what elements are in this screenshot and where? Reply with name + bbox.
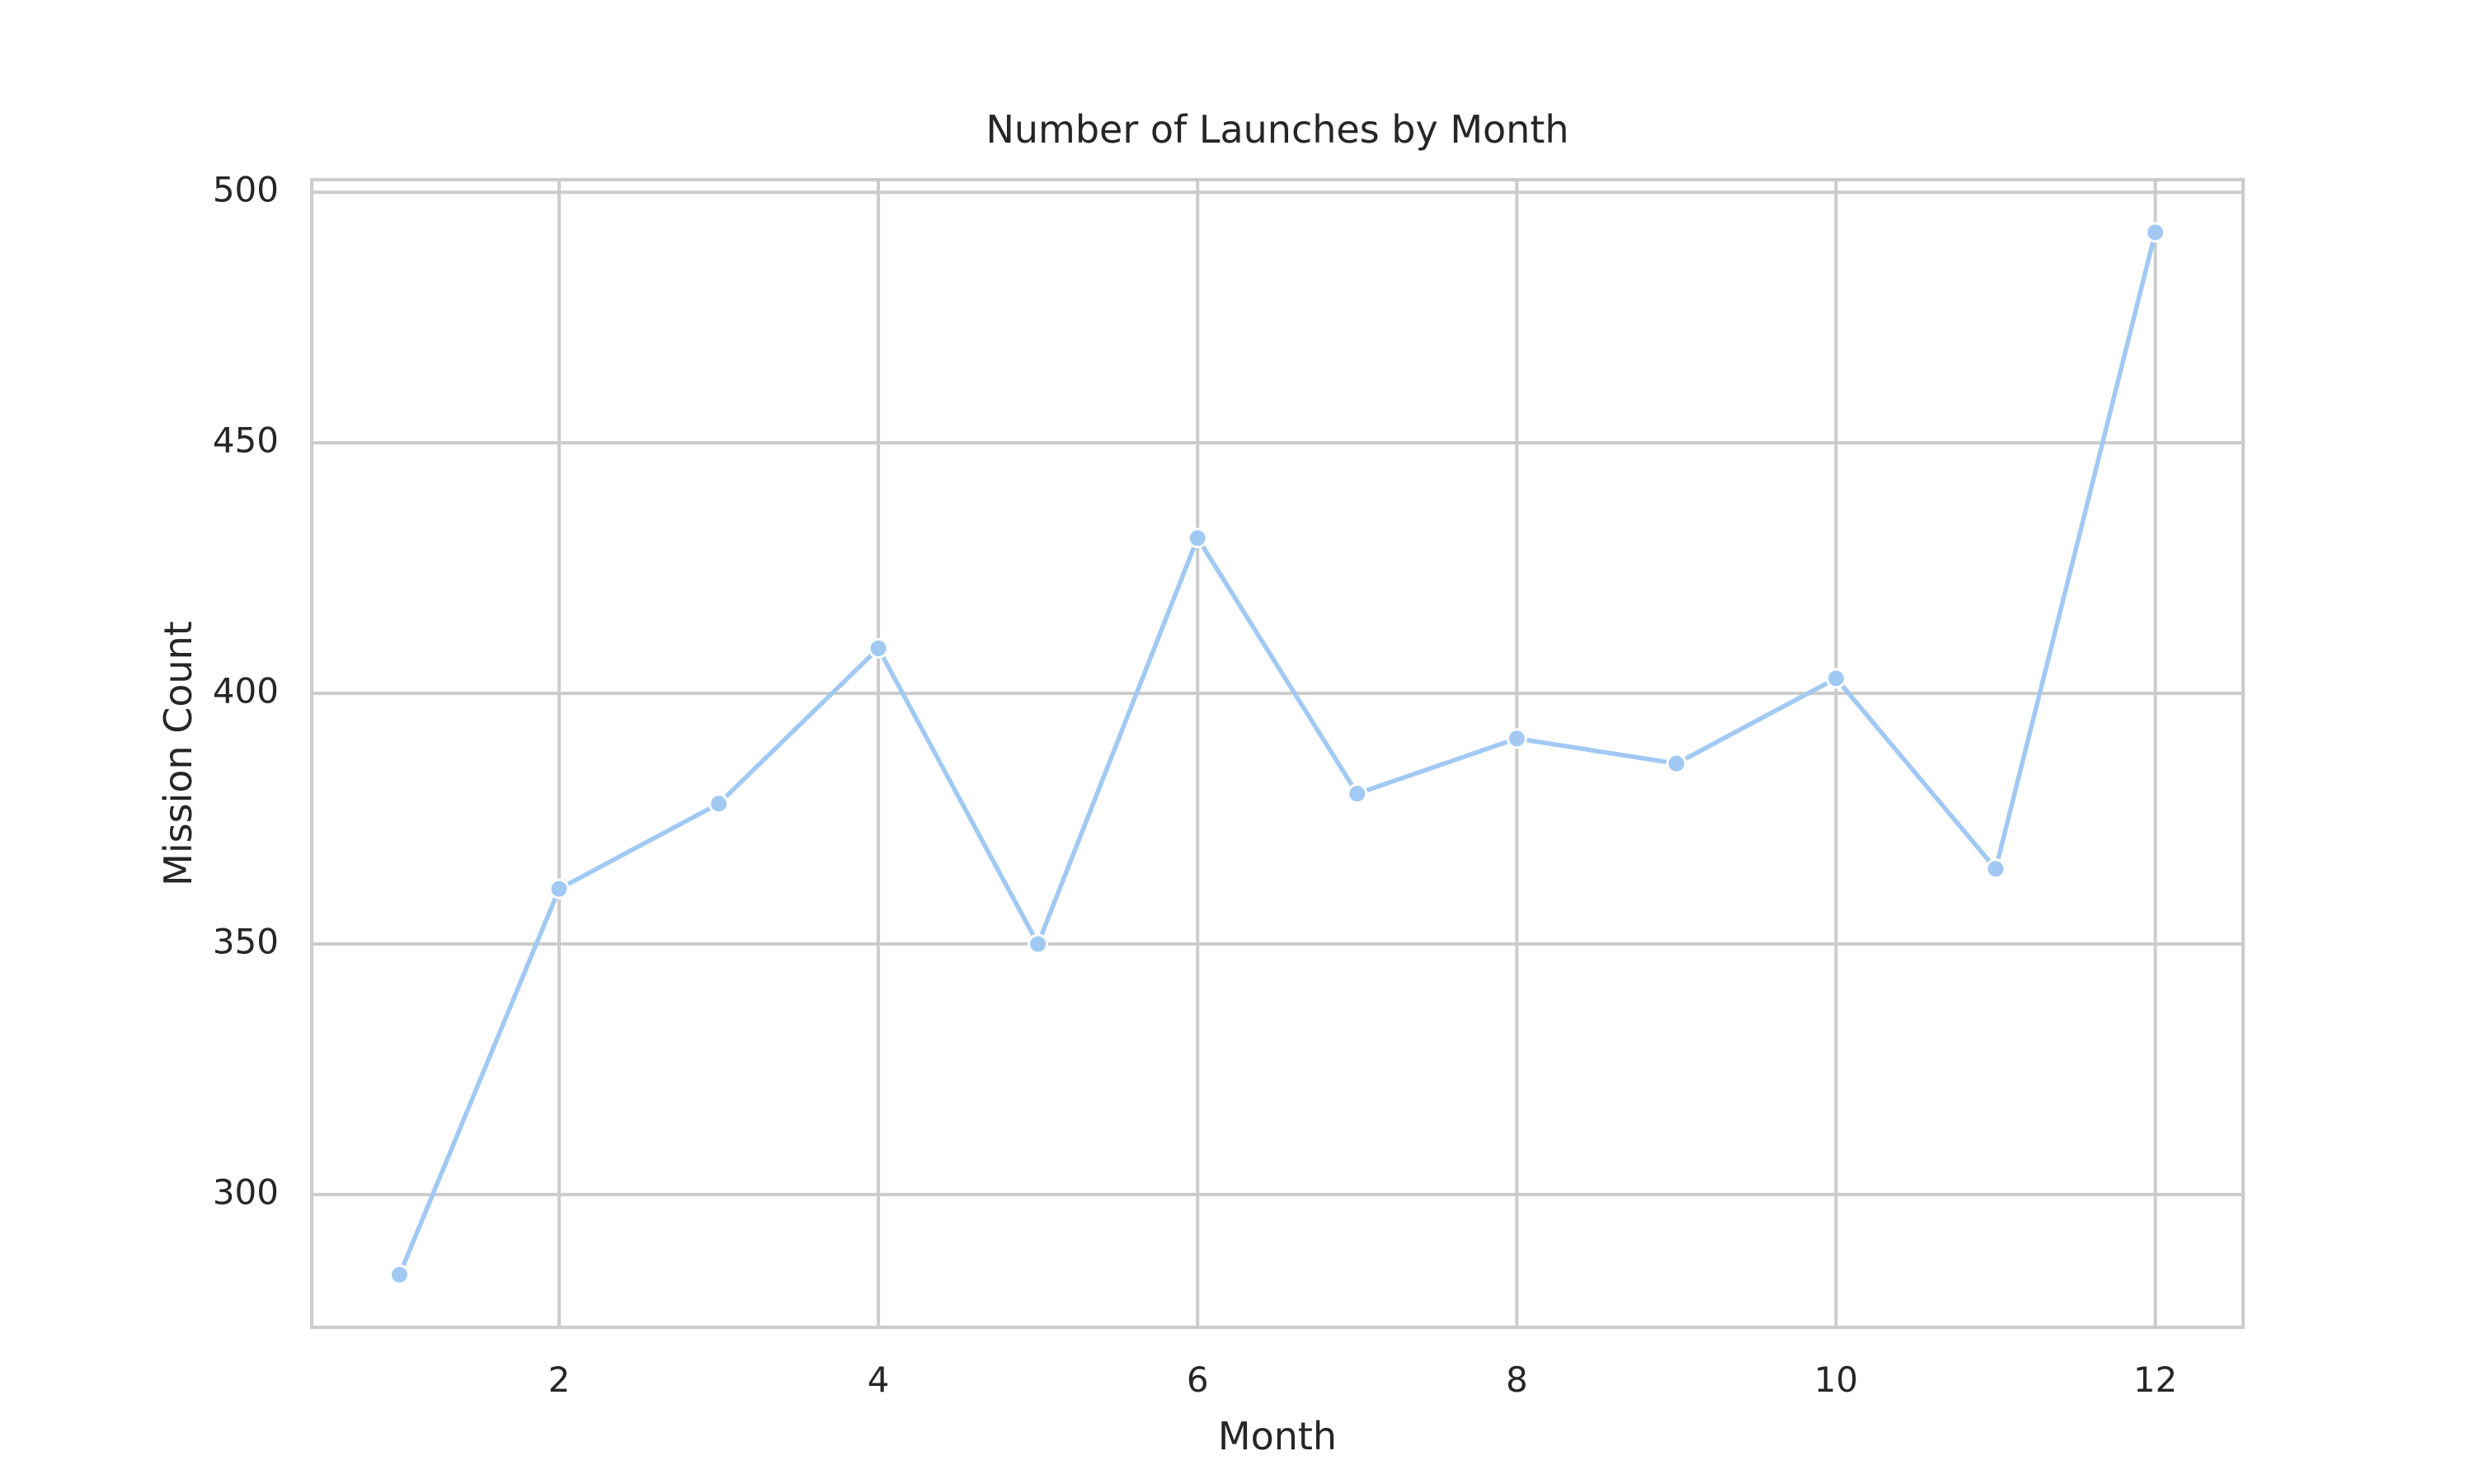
x-tick-label: 10	[1814, 1360, 1858, 1400]
data-point-marker	[708, 793, 730, 815]
y-tick-label: 450	[213, 420, 279, 461]
chart-title: Number of Launches by Month	[985, 107, 1569, 152]
x-tick-label: 12	[2133, 1360, 2177, 1400]
data-point-marker	[388, 1264, 410, 1285]
plot-frame	[310, 178, 2245, 1329]
data-point-marker	[2145, 222, 2166, 243]
x-tick-labels: 2 4 6 8 10 12	[548, 1360, 2178, 1400]
data-point-marker	[1825, 668, 1846, 689]
series-layer	[397, 230, 2158, 1277]
x-tick-label: 6	[1187, 1360, 1209, 1400]
data-point-marker	[1985, 858, 2006, 880]
y-tick-labels: 300 350 400 450 500	[213, 170, 279, 1213]
gridlines	[312, 180, 2243, 1327]
x-axis-label: Month	[1218, 1414, 1337, 1458]
y-tick-label: 350	[213, 921, 279, 961]
data-point-marker	[868, 637, 889, 659]
data-point-marker	[1666, 753, 1687, 774]
data-point-marker	[1028, 933, 1049, 955]
x-tick-label: 2	[548, 1360, 571, 1400]
x-tick-label: 4	[868, 1360, 890, 1400]
y-tick-label: 400	[213, 671, 279, 711]
data-point-marker	[1506, 728, 1527, 749]
data-point-marker	[548, 878, 570, 899]
y-tick-label: 300	[213, 1172, 279, 1212]
data-point-marker	[1347, 783, 1368, 805]
series-line	[397, 230, 2158, 1277]
data-point-marker	[1187, 528, 1208, 549]
x-tick-label: 8	[1506, 1360, 1528, 1400]
y-tick-label: 500	[213, 170, 279, 210]
y-axis-label: Mission Count	[156, 621, 200, 886]
data-points	[388, 222, 2166, 1285]
